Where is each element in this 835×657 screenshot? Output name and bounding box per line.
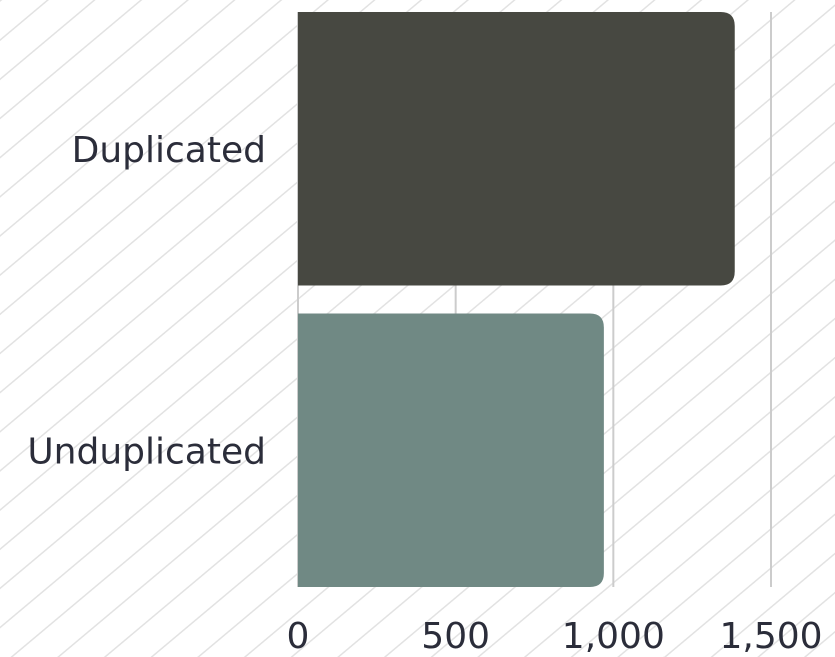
x-tick-label-2: 1,000 bbox=[562, 616, 665, 657]
bar-unduplicated bbox=[298, 313, 604, 587]
category-label-unduplicated: Unduplicated bbox=[27, 431, 266, 472]
bars bbox=[298, 12, 735, 587]
bar-duplicated bbox=[298, 12, 735, 286]
x-axis-tick-labels: 0 500 1,000 1,500 bbox=[287, 616, 823, 657]
category-label-duplicated: Duplicated bbox=[72, 130, 266, 171]
category-labels: Duplicated Unduplicated bbox=[27, 130, 266, 473]
x-tick-label-3: 1,500 bbox=[719, 616, 822, 657]
x-tick-label-0: 0 bbox=[287, 616, 310, 657]
x-tick-label-1: 500 bbox=[421, 616, 490, 657]
